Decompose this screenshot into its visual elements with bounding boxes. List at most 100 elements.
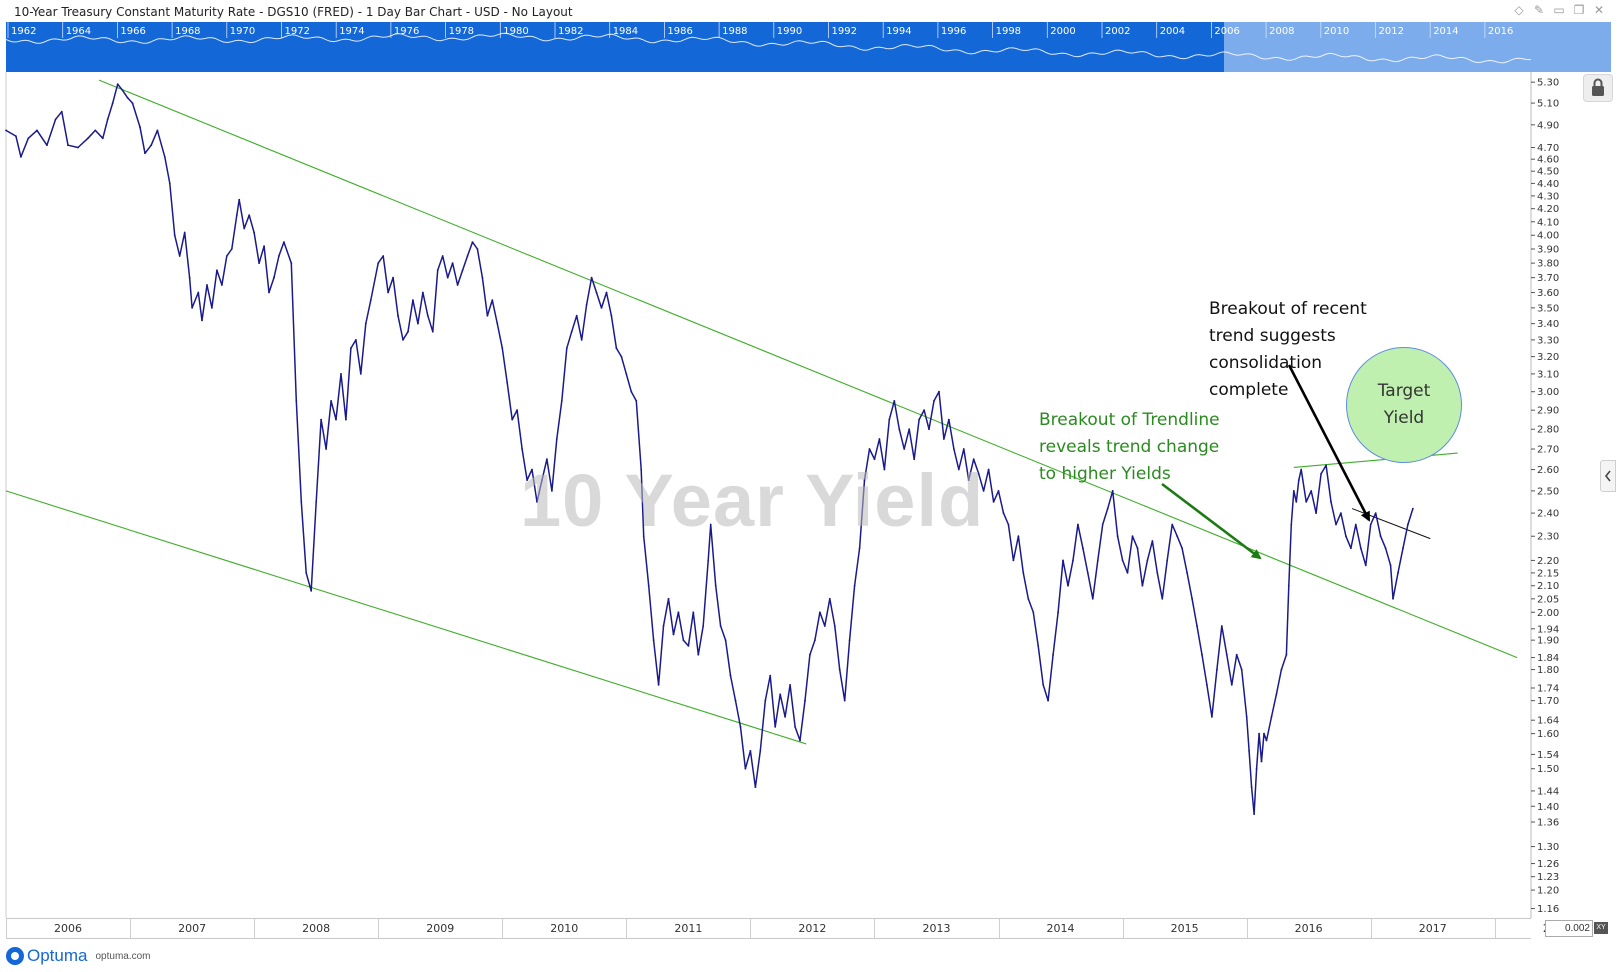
minimize-icon[interactable]: ▭	[1553, 3, 1565, 17]
price-point	[662, 625, 665, 627]
price-point	[1042, 684, 1045, 686]
y-tick-label: 5.30	[1537, 78, 1559, 89]
x-tick	[6, 919, 7, 938]
price-point	[1171, 523, 1174, 526]
price-point	[764, 699, 767, 702]
price-point	[446, 276, 449, 279]
close-icon[interactable]: ✕	[1593, 3, 1605, 17]
price-point	[283, 241, 285, 244]
price-point	[116, 83, 119, 86]
pin-icon[interactable]: ✎	[1533, 3, 1545, 17]
price-point	[263, 245, 265, 248]
overview-year-label: 1988	[722, 26, 747, 37]
price-point	[1002, 512, 1005, 514]
price-point	[178, 255, 181, 257]
price-point	[1077, 523, 1079, 526]
price-point	[838, 668, 841, 671]
y-tick-label: 3.80	[1537, 259, 1559, 270]
price-point	[94, 129, 97, 132]
price-point	[300, 501, 303, 503]
x-tick-label: 2015	[1170, 922, 1199, 935]
restore-icon[interactable]: ❐	[1573, 3, 1585, 17]
price-point	[243, 227, 246, 230]
price-point	[1392, 597, 1394, 600]
price-point	[191, 307, 194, 309]
overview-year-label: 1992	[832, 26, 857, 37]
x-tick	[1494, 919, 1496, 938]
overview-selection	[1224, 22, 1611, 72]
y-tick-label: 3.30	[1537, 335, 1559, 346]
price-point	[982, 490, 985, 492]
price-point	[784, 716, 786, 718]
price-point	[67, 144, 69, 147]
side-panel-toggle[interactable]	[1600, 460, 1616, 492]
price-point	[943, 438, 945, 440]
price-point	[402, 339, 404, 341]
optuma-logo[interactable]: Optuma optuma.com	[6, 944, 151, 968]
price-point	[1032, 611, 1035, 614]
price-point	[630, 390, 633, 393]
lock-button[interactable]	[1583, 74, 1613, 102]
y-tick-label: 3.90	[1537, 245, 1559, 256]
scale-input[interactable]: 0.002	[1545, 920, 1593, 937]
price-point	[431, 330, 434, 333]
price-point	[359, 373, 362, 375]
y-tick-label: 2.40	[1537, 509, 1559, 520]
price-point	[1166, 559, 1169, 562]
overview-chart[interactable]: 1962 1964 1966 1968 1970 1972 1974 1976 1978 1980…	[6, 22, 1611, 72]
price-point	[605, 291, 608, 294]
price-point	[640, 468, 643, 471]
price-point	[1151, 540, 1154, 542]
price-point	[377, 262, 380, 264]
y-tick-label: 4.60	[1537, 155, 1559, 166]
price-point	[531, 468, 533, 471]
price-point	[1265, 739, 1268, 742]
annotation-black-line-4: complete	[1209, 380, 1289, 400]
y-tick-label: 3.10	[1537, 369, 1559, 380]
overview-year-label: 2010	[1324, 26, 1349, 37]
price-point	[501, 347, 504, 350]
xy-toggle-button[interactable]: XY	[1594, 922, 1608, 934]
price-point	[1027, 597, 1030, 600]
price-point	[1176, 535, 1179, 538]
price-point	[456, 284, 459, 286]
price-point	[340, 373, 342, 375]
diamond-icon[interactable]: ◇	[1514, 3, 1524, 17]
price-point	[719, 625, 722, 627]
price-point	[206, 284, 208, 286]
x-tick-label: 2011	[674, 922, 703, 935]
price-point	[461, 269, 464, 272]
y-tick-label: 2.10	[1537, 581, 1559, 592]
x-tick	[750, 919, 752, 938]
price-point	[565, 347, 568, 350]
price-point	[546, 458, 548, 461]
title-bar: 10-Year Treasury Constant Maturity Rate …	[0, 0, 1620, 24]
price-point	[387, 291, 389, 294]
price-point	[295, 400, 298, 402]
y-tick-label: 1.26	[1537, 859, 1559, 870]
price-point	[570, 330, 573, 333]
price-point	[1121, 559, 1124, 562]
price-point	[1255, 767, 1258, 770]
price-point	[1335, 523, 1337, 526]
price-point	[1136, 547, 1139, 550]
price-point	[144, 152, 146, 155]
overview-navigator[interactable]: 1962 1964 1966 1968 1970 1972 1974 1976 1978 1980…	[6, 22, 1611, 72]
y-tick-label: 1.30	[1537, 842, 1559, 853]
price-point	[687, 645, 690, 647]
price-point	[635, 400, 638, 402]
x-tick-label: 2016	[1294, 922, 1323, 935]
price-point	[36, 129, 38, 132]
annotation-black-line-1: Breakout of recent	[1209, 299, 1367, 319]
price-point	[476, 248, 479, 250]
price-point	[101, 137, 104, 140]
price-point	[364, 322, 367, 325]
price-point	[526, 479, 528, 481]
y-tick-label: 4.50	[1537, 167, 1559, 178]
price-point	[417, 322, 419, 325]
price-point	[560, 400, 563, 402]
x-tick	[130, 919, 132, 938]
price-point	[883, 468, 886, 471]
main-chart[interactable]: 5.30 5.10 4.90 4.704.604.504.404.30 4.20 4.10…	[0, 72, 1620, 918]
price-point	[1270, 716, 1273, 718]
